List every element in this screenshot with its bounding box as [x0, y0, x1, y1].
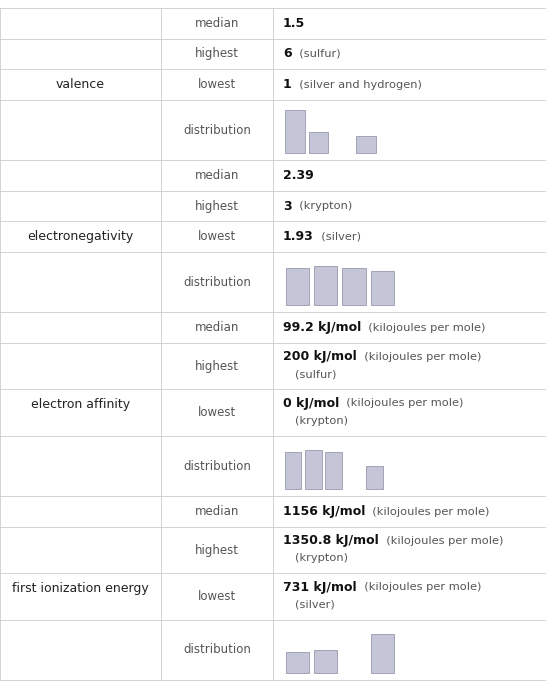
- Text: lowest: lowest: [198, 406, 236, 419]
- Text: (silver): (silver): [314, 232, 361, 241]
- Bar: [342, 268, 366, 305]
- Text: (kilojoules per mole): (kilojoules per mole): [339, 398, 464, 409]
- Text: electron affinity: electron affinity: [31, 398, 130, 411]
- Bar: [285, 109, 305, 153]
- Text: highest: highest: [195, 544, 239, 557]
- Text: 2.39: 2.39: [283, 169, 314, 182]
- Text: (kilojoules per mole): (kilojoules per mole): [379, 536, 503, 546]
- Bar: [325, 452, 342, 489]
- Text: median: median: [195, 505, 239, 518]
- Text: electronegativity: electronegativity: [27, 230, 134, 243]
- Text: lowest: lowest: [198, 590, 236, 603]
- Text: lowest: lowest: [198, 230, 236, 244]
- Text: (kilojoules per mole): (kilojoules per mole): [357, 582, 481, 592]
- Text: 6: 6: [283, 47, 292, 61]
- Text: first ionization energy: first ionization energy: [12, 581, 149, 594]
- Text: highest: highest: [195, 360, 239, 373]
- Text: 1.5: 1.5: [283, 17, 305, 30]
- Text: (kilojoules per mole): (kilojoules per mole): [365, 506, 490, 517]
- Bar: [305, 450, 322, 489]
- Bar: [314, 650, 337, 673]
- Text: lowest: lowest: [198, 78, 236, 91]
- Bar: [314, 266, 337, 305]
- Text: (sulfur): (sulfur): [295, 369, 336, 380]
- Text: median: median: [195, 169, 239, 182]
- Text: 200 kJ/mol: 200 kJ/mol: [283, 350, 357, 363]
- Text: (krypton): (krypton): [292, 201, 352, 211]
- Text: 99.2 kJ/mol: 99.2 kJ/mol: [283, 321, 361, 334]
- Text: (silver): (silver): [295, 600, 335, 610]
- Text: 1156 kJ/mol: 1156 kJ/mol: [283, 505, 365, 518]
- Text: distribution: distribution: [183, 124, 251, 136]
- Text: (silver and hydrogen): (silver and hydrogen): [292, 80, 422, 89]
- Bar: [286, 652, 309, 673]
- Bar: [371, 271, 394, 305]
- Text: (sulfur): (sulfur): [292, 49, 340, 59]
- Text: highest: highest: [195, 200, 239, 213]
- Bar: [286, 268, 309, 305]
- Text: median: median: [195, 17, 239, 30]
- Bar: [309, 132, 328, 153]
- Text: 1: 1: [283, 78, 292, 91]
- Text: distribution: distribution: [183, 276, 251, 289]
- Text: (kilojoules per mole): (kilojoules per mole): [357, 352, 481, 362]
- Bar: [356, 136, 376, 153]
- Text: 731 kJ/mol: 731 kJ/mol: [283, 581, 357, 594]
- Text: median: median: [195, 321, 239, 334]
- Text: 0 kJ/mol: 0 kJ/mol: [283, 397, 339, 410]
- Bar: [366, 466, 383, 489]
- Bar: [285, 452, 301, 489]
- Text: (krypton): (krypton): [295, 553, 348, 563]
- Text: valence: valence: [56, 78, 105, 91]
- Text: 1.93: 1.93: [283, 230, 314, 244]
- Text: distribution: distribution: [183, 460, 251, 473]
- Text: (krypton): (krypton): [295, 416, 348, 426]
- Text: (kilojoules per mole): (kilojoules per mole): [361, 323, 485, 333]
- Text: highest: highest: [195, 47, 239, 61]
- Bar: [371, 634, 394, 673]
- Text: 3: 3: [283, 200, 292, 213]
- Text: distribution: distribution: [183, 643, 251, 656]
- Text: 1350.8 kJ/mol: 1350.8 kJ/mol: [283, 535, 379, 547]
